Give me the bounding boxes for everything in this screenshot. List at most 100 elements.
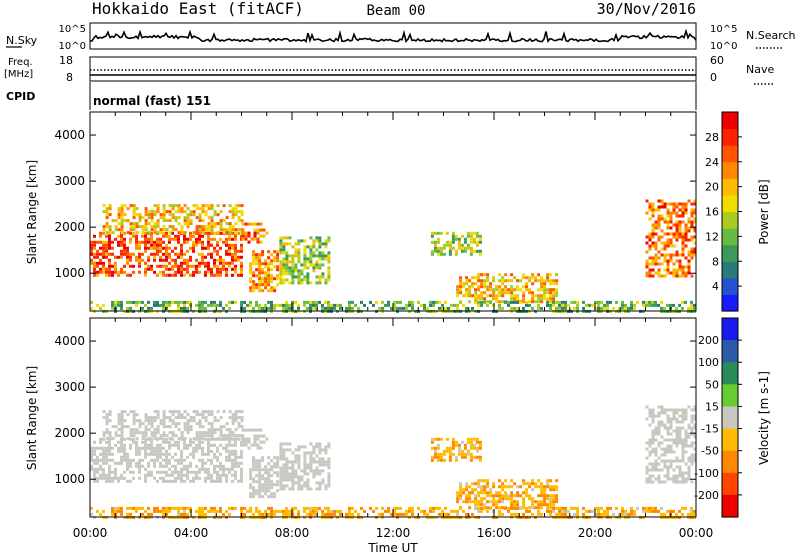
heatmap-cell: [267, 280, 271, 284]
heatmap-cell: [687, 238, 691, 242]
heatmap-cell: [168, 225, 172, 229]
heatmap-cell: [249, 506, 252, 510]
heatmap-cell: [507, 291, 511, 295]
heatmap-cell: [234, 506, 237, 510]
heatmap-cell: [159, 213, 163, 217]
nsky-trace: [89, 28, 697, 44]
heatmap-cell: [90, 252, 93, 256]
heatmap-cell: [444, 512, 447, 516]
heatmap-cell: [684, 244, 688, 248]
heatmap-cell: [213, 246, 216, 250]
heatmap-cell: [396, 306, 399, 310]
heatmap-cell: [150, 431, 154, 435]
heatmap-cell: [525, 494, 529, 498]
heatmap-cell: [522, 500, 526, 504]
heatmap-cell: [462, 303, 465, 307]
heatmap-cell: [477, 509, 480, 513]
heatmap-cell: [228, 449, 231, 453]
heatmap-cell: [492, 500, 496, 504]
heatmap-cell: [309, 257, 313, 261]
heatmap-cell: [285, 484, 289, 488]
heatmap-cell: [666, 226, 670, 230]
heatmap-cell: [147, 210, 151, 214]
heatmap-cell: [315, 487, 319, 491]
heatmap-cell: [153, 434, 157, 438]
heatmap-cell: [477, 273, 481, 277]
heatmap-cell: [315, 260, 319, 264]
heatmap-cell: [651, 235, 655, 239]
heatmap-cell: [201, 506, 204, 510]
heatmap-cell: [687, 423, 691, 427]
heatmap-cell: [690, 417, 694, 421]
heatmap-cell: [558, 300, 561, 304]
heatmap-cell: [285, 472, 289, 476]
heatmap-cell: [120, 225, 124, 229]
heatmap-cell: [259, 234, 263, 238]
heatmap-cell: [279, 245, 283, 249]
heatmap-cell: [261, 280, 265, 284]
heatmap-cell: [468, 494, 472, 498]
heatmap-cell: [96, 270, 99, 274]
heatmap-cell: [234, 449, 237, 453]
heatmap-cell: [630, 506, 633, 510]
heatmap-cell: [312, 509, 315, 513]
heatmap-cell: [240, 246, 243, 250]
heatmap-cell: [120, 300, 123, 304]
heatmap-cell: [153, 231, 157, 235]
heatmap-cell: [147, 416, 151, 420]
heatmap-cell: [150, 306, 153, 310]
heatmap-cell: [666, 477, 670, 481]
heatmap-cell: [111, 437, 115, 441]
heatmap-cell: [504, 291, 508, 295]
freq-tick-bottom: 8: [66, 71, 73, 84]
heatmap-cell: [177, 509, 180, 513]
heatmap-cell: [318, 281, 322, 285]
heatmap-cell: [210, 231, 214, 235]
heatmap-cell: [321, 272, 325, 276]
heatmap-cell: [108, 246, 111, 250]
heatmap-cell: [669, 214, 673, 218]
heatmap-cell: [279, 275, 283, 279]
heatmap-cell: [474, 291, 478, 295]
heatmap-cell: [666, 465, 670, 469]
heatmap-cell: [153, 419, 157, 423]
heatmap-cell: [411, 512, 414, 516]
heatmap-cell: [288, 442, 292, 446]
heatmap-cell: [672, 223, 676, 227]
heatmap-cell: [480, 488, 484, 492]
heatmap-cell: [693, 250, 697, 254]
heatmap-cell: [315, 509, 318, 513]
heatmap-cell: [627, 512, 630, 516]
heatmap-cell: [654, 453, 658, 457]
heatmap-cell: [138, 255, 141, 259]
heatmap-cell: [162, 231, 165, 235]
heatmap-cell: [303, 263, 307, 267]
heatmap-cell: [477, 285, 481, 289]
heatmap-cell: [678, 414, 682, 418]
heatmap-cell: [108, 237, 111, 241]
heatmap-cell: [279, 445, 283, 449]
heatmap-cell: [231, 210, 235, 214]
heatmap-cell: [567, 509, 570, 513]
heatmap-cell: [162, 452, 165, 456]
colorbar-swatch: [722, 384, 738, 408]
heatmap-cell: [660, 453, 664, 457]
heatmap-cell: [654, 220, 658, 224]
heatmap-cell: [177, 443, 180, 447]
heatmap-cell: [147, 506, 150, 510]
heatmap-cell: [228, 428, 232, 432]
heatmap-cell: [129, 434, 133, 438]
heatmap-cell: [297, 248, 301, 252]
heatmap-cell: [469, 443, 473, 447]
heatmap-cell: [129, 258, 132, 262]
heatmap-cell: [297, 254, 301, 258]
heatmap-cell: [159, 231, 163, 235]
heatmap-cell: [597, 512, 600, 516]
heatmap-cell: [684, 265, 688, 269]
heatmap-cell: [318, 251, 322, 255]
heatmap-cell: [351, 306, 354, 310]
heatmap-cell: [171, 225, 175, 229]
heatmap-cell: [678, 220, 682, 224]
heatmap-cell: [241, 234, 245, 238]
heatmap-cell: [156, 425, 160, 429]
